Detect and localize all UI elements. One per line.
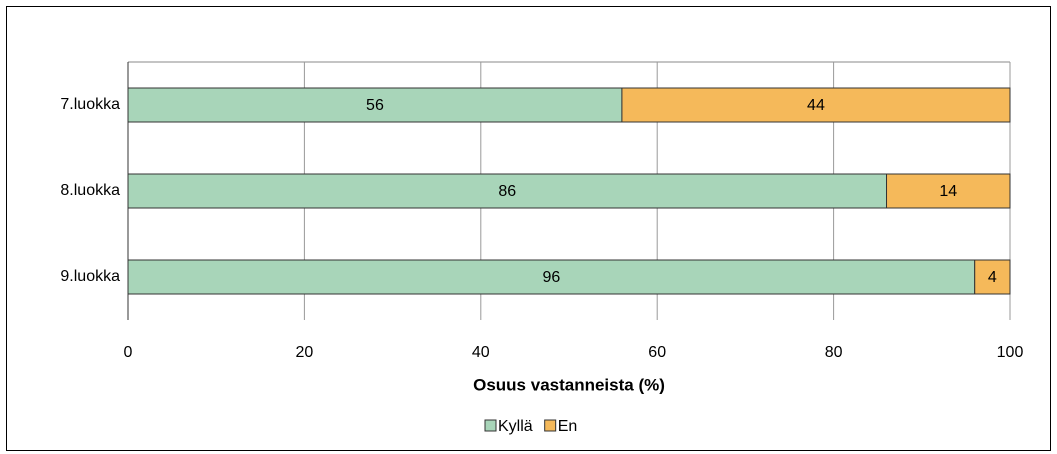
data-label: 14 bbox=[939, 183, 957, 200]
x-tick-label: 20 bbox=[296, 344, 314, 361]
x-tick-label: 80 bbox=[825, 344, 843, 361]
x-axis-title: Osuus vastanneista (%) bbox=[473, 375, 665, 394]
legend-label: Kyllä bbox=[498, 418, 533, 435]
x-tick-label: 0 bbox=[124, 344, 133, 361]
bar bbox=[974, 259, 1011, 295]
bar bbox=[127, 173, 888, 209]
bar bbox=[127, 259, 976, 295]
bar bbox=[621, 87, 1011, 123]
x-tick-label: 60 bbox=[648, 344, 666, 361]
bar bbox=[886, 173, 1011, 209]
legend-swatch bbox=[484, 419, 497, 432]
legend-label: En bbox=[558, 418, 578, 435]
x-tick-label: 100 bbox=[997, 344, 1024, 361]
chart-frame bbox=[6, 6, 1051, 451]
data-label: 44 bbox=[807, 97, 825, 114]
data-label: 86 bbox=[498, 183, 516, 200]
data-label: 4 bbox=[988, 269, 997, 286]
data-label: 56 bbox=[366, 97, 384, 114]
x-tick-label: 40 bbox=[472, 344, 490, 361]
bar bbox=[127, 87, 623, 123]
legend-swatch bbox=[544, 419, 557, 432]
y-tick-label: 7.luokka bbox=[60, 96, 120, 113]
data-label: 96 bbox=[542, 269, 560, 286]
y-tick-label: 9.luokka bbox=[60, 268, 120, 285]
y-tick-label: 8.luokka bbox=[60, 182, 120, 199]
